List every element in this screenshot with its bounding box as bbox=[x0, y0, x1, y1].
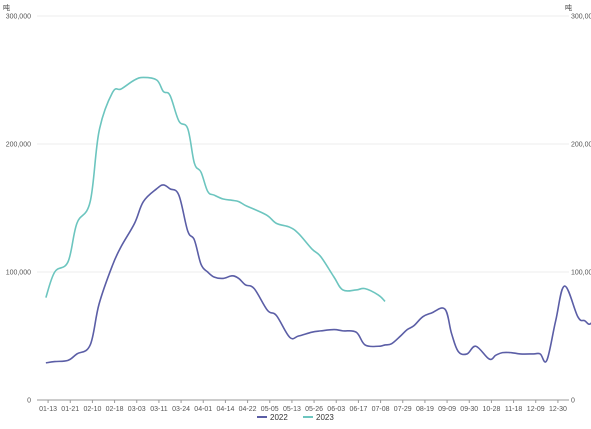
x-tick-label: 06-17 bbox=[349, 406, 367, 413]
x-tick-label: 11-18 bbox=[505, 406, 522, 413]
legend-label-2023[interactable]: 2023 bbox=[316, 413, 334, 422]
x-tick-label: 10-28 bbox=[482, 406, 500, 413]
y-tick-label: 100,000 bbox=[6, 270, 31, 277]
x-tick-label: 04-22 bbox=[239, 406, 257, 413]
y-tick-label: 200,000 bbox=[6, 142, 31, 149]
x-tick-label: 02-10 bbox=[83, 406, 101, 413]
y-tick-label: 0 bbox=[27, 398, 31, 405]
x-tick-label: 01-13 bbox=[39, 406, 57, 413]
y-unit-left: 吨 bbox=[3, 3, 10, 12]
series-line-2022 bbox=[45, 184, 591, 364]
x-tick-label: 05-26 bbox=[305, 406, 323, 413]
x-tick-label: 09-09 bbox=[438, 406, 456, 413]
x-tick-label: 12-30 bbox=[549, 406, 567, 413]
x-tick-label: 01-21 bbox=[61, 406, 79, 413]
legend[interactable]: 2022 2023 bbox=[257, 413, 334, 422]
y-axis-right: 0 100,000 200,000 300,000 bbox=[571, 14, 591, 405]
legend-label-2022[interactable]: 2022 bbox=[270, 413, 288, 422]
y-tick-label-right: 0 bbox=[571, 398, 575, 405]
y-tick-label: 300,000 bbox=[6, 14, 31, 21]
x-tick-label: 03-03 bbox=[128, 406, 146, 413]
series-lines bbox=[45, 76, 591, 364]
x-axis: 01-13 01-21 02-10 02-18 03-03 03-11 03-24 04-01… bbox=[39, 400, 567, 413]
y-tick-label-right: 100,000 bbox=[571, 270, 591, 277]
x-tick-label: 07-29 bbox=[394, 406, 412, 413]
x-tick-label: 12-09 bbox=[527, 406, 545, 413]
x-tick-label: 06-03 bbox=[327, 406, 345, 413]
series-line-2023 bbox=[45, 76, 386, 303]
x-tick-label: 08-19 bbox=[416, 406, 434, 413]
y-unit-right: 吨 bbox=[565, 3, 572, 12]
x-tick-label: 04-14 bbox=[216, 406, 234, 413]
y-tick-label-right: 200,000 bbox=[571, 142, 591, 149]
gridlines bbox=[37, 15, 569, 273]
x-tick-label: 02-18 bbox=[106, 406, 124, 413]
x-tick-label: 05-13 bbox=[283, 406, 301, 413]
x-tick-label: 07-08 bbox=[372, 406, 390, 413]
x-tick-label: 03-11 bbox=[150, 406, 167, 413]
y-tick-label-right: 300,000 bbox=[571, 14, 591, 21]
y-axis-left: 0 100,000 200,000 300,000 bbox=[6, 14, 31, 405]
x-tick-label: 05-05 bbox=[261, 406, 279, 413]
x-tick-label: 04-01 bbox=[194, 406, 212, 413]
x-tick-label: 09-30 bbox=[460, 406, 478, 413]
x-tick-label: 03-24 bbox=[172, 406, 190, 413]
